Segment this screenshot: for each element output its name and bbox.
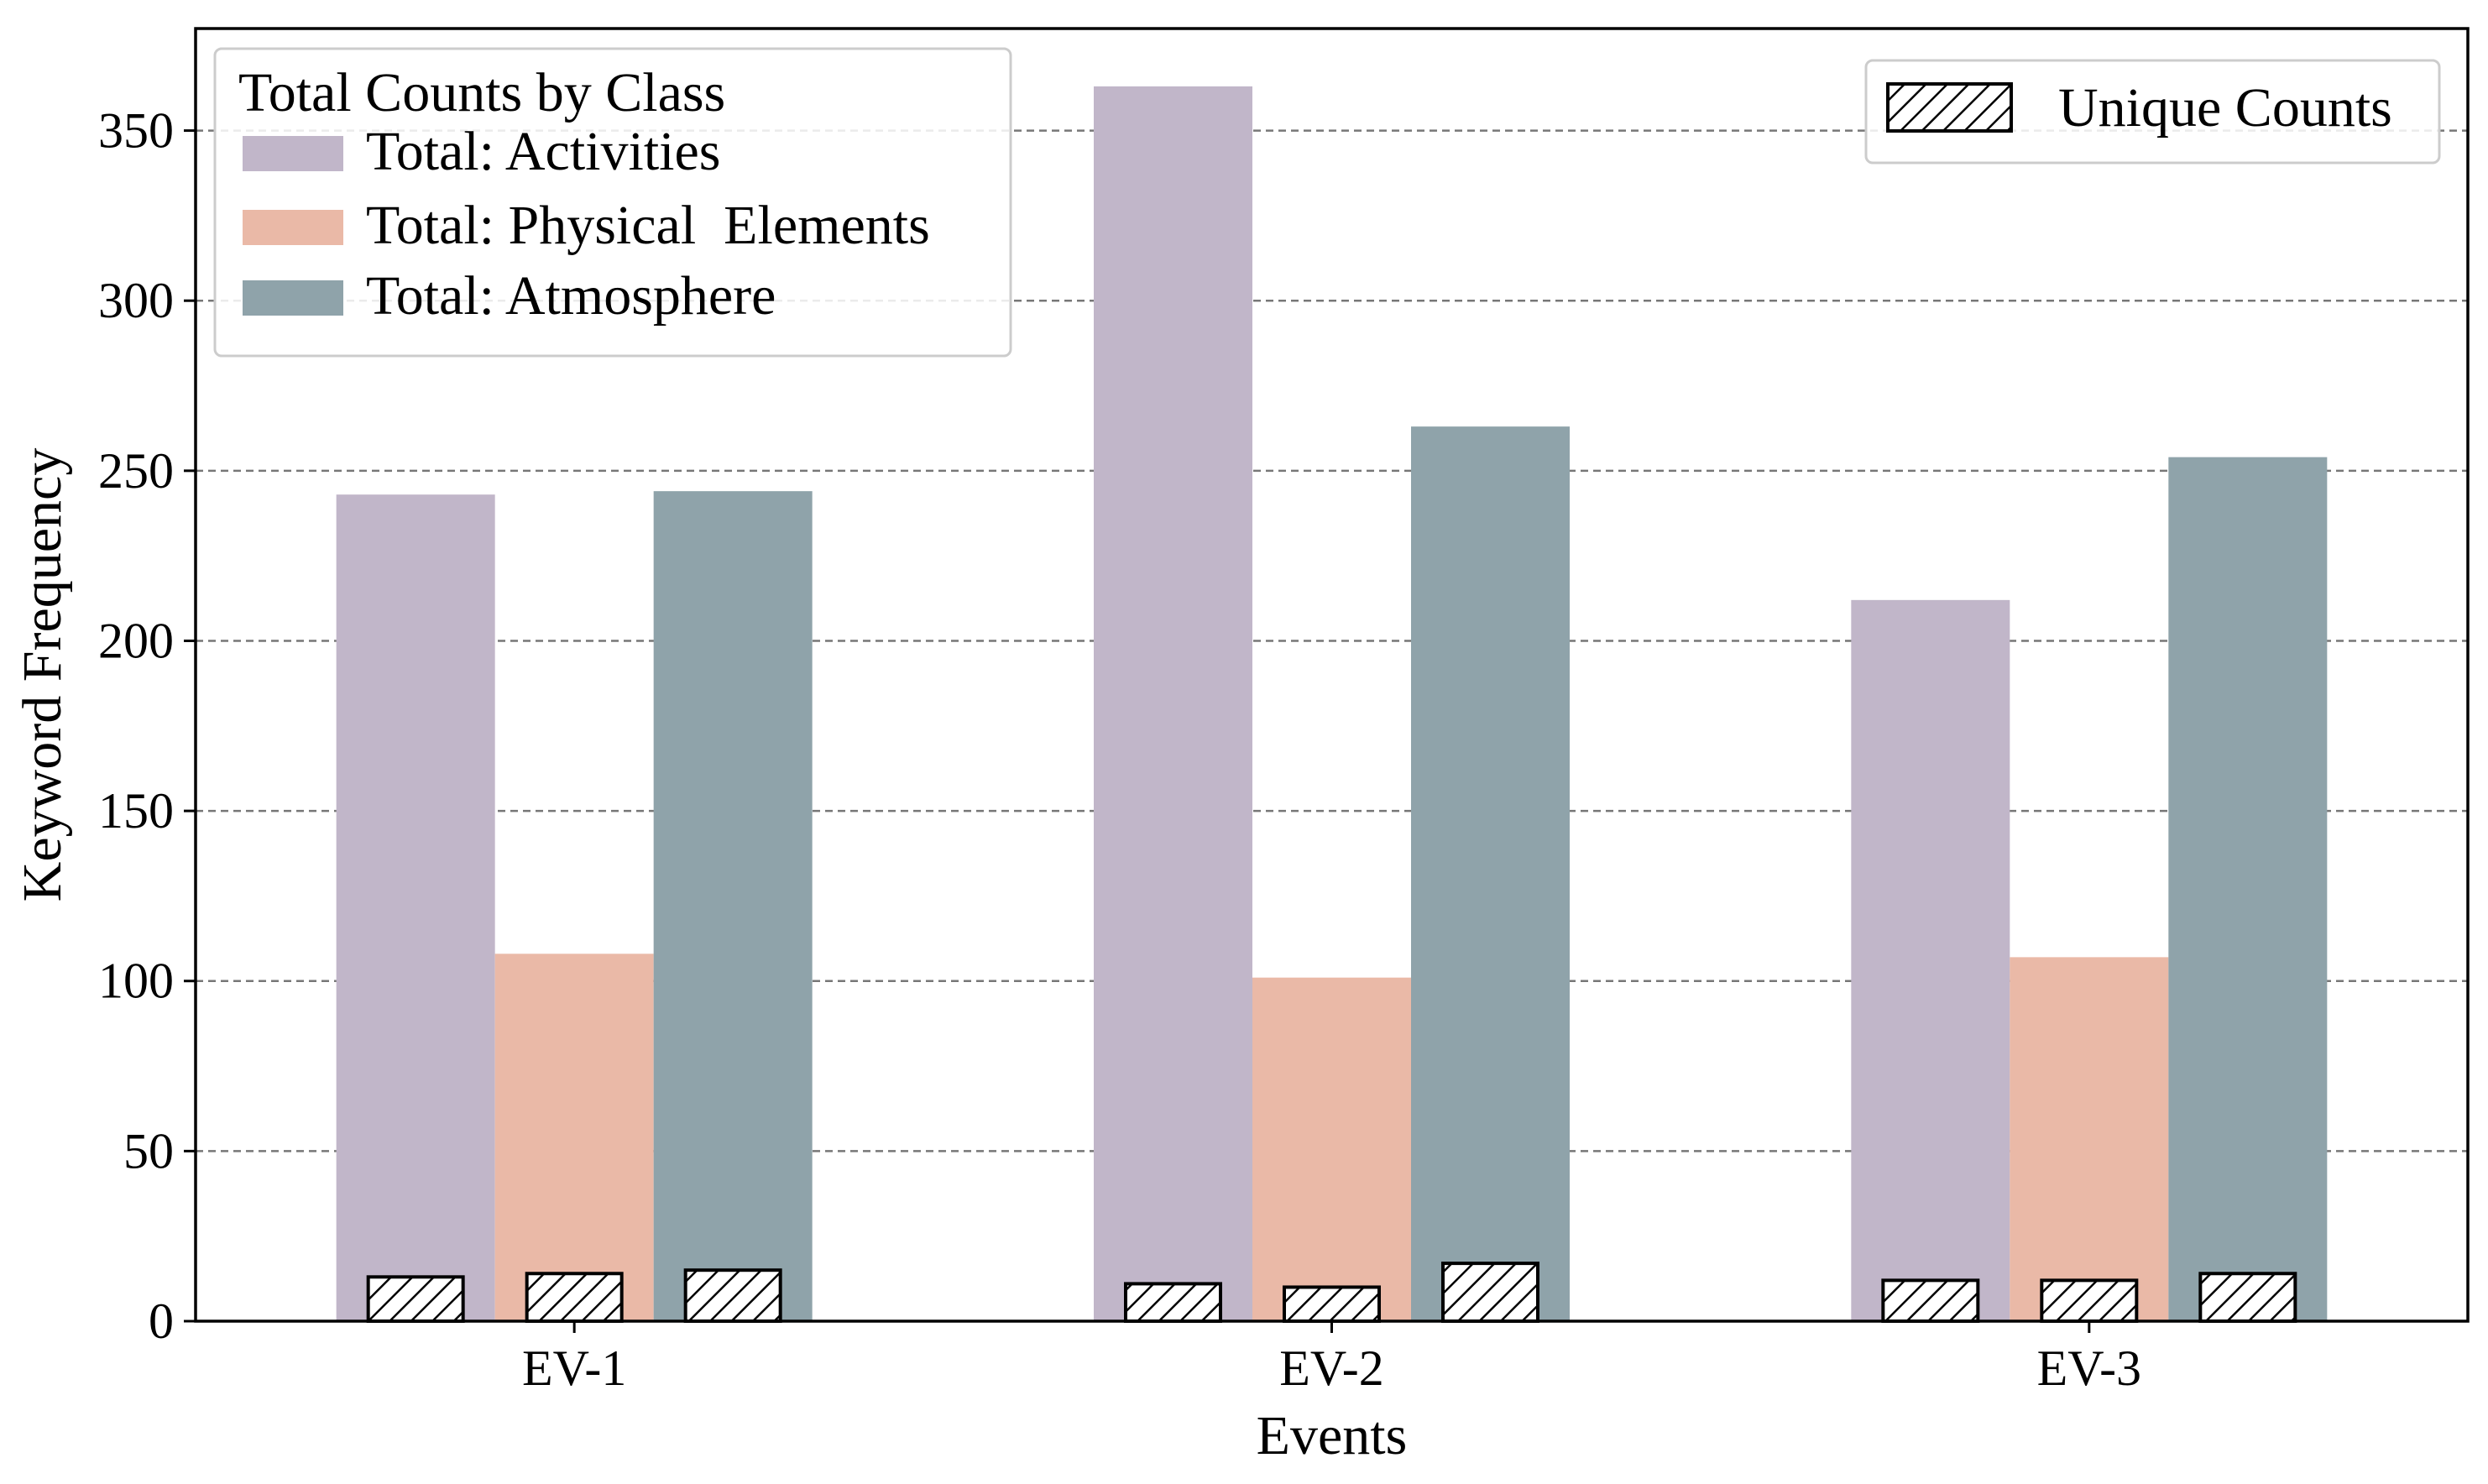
- bar-total-3: [2168, 457, 2328, 1321]
- bar-unique-2: [1283, 1285, 1381, 1323]
- legend-label-3: Total: Atmosphere: [366, 265, 776, 327]
- legend-totals-box: [213, 47, 1012, 358]
- bar-total-2: [1252, 977, 1411, 1321]
- bar-unique-1: [1881, 1278, 1980, 1323]
- plot-frame: [194, 27, 2470, 1323]
- bar-unique-1: [366, 1275, 465, 1324]
- y-tick-label: 150: [98, 783, 174, 839]
- bar-unique-3: [683, 1268, 782, 1324]
- legend-unique-label: Unique Counts: [2058, 77, 2392, 138]
- bar-total-3: [1411, 426, 1570, 1321]
- bar-total-3: [653, 491, 813, 1321]
- legend-swatch-3: [243, 280, 343, 316]
- bars: [336, 86, 2328, 1324]
- bar-total-2: [494, 954, 654, 1321]
- x-tick-label: EV-1: [522, 1340, 626, 1396]
- y-tick-label: 100: [98, 954, 174, 1009]
- y-tick-label: 50: [123, 1123, 174, 1178]
- legend-totals-title: Total Counts by Class: [238, 62, 725, 123]
- bar-total-2: [2010, 957, 2169, 1321]
- bar-unique-2: [2040, 1278, 2139, 1323]
- y-tick-label: 300: [98, 273, 174, 328]
- y-tick-label: 250: [98, 443, 174, 499]
- legend-label-1: Total: Activities: [366, 121, 721, 182]
- legend-unique-swatch: [1886, 82, 2013, 133]
- legend-swatch-1: [243, 136, 343, 171]
- bar-unique-3: [1441, 1262, 1539, 1323]
- legend-swatch-2: [243, 210, 343, 245]
- bar-total-1: [1851, 599, 2010, 1321]
- axes: 0 50 100 150 200 250 300 350 EV-1 EV-2 EV-3 Events K…: [12, 27, 2470, 1466]
- bar-total-1: [1094, 86, 1252, 1321]
- bar-unique-2: [525, 1272, 624, 1324]
- bar-unique-1: [1124, 1282, 1222, 1323]
- y-tick-label: 0: [149, 1293, 174, 1349]
- legend-label-2: Total: Physical Elements: [366, 195, 930, 256]
- x-tick-label: EV-3: [2037, 1340, 2141, 1396]
- x-axis-label: Events: [1257, 1405, 1408, 1466]
- y-tick-label: 200: [98, 613, 174, 668]
- x-tick-label: EV-2: [1279, 1340, 1383, 1396]
- bar-total-1: [336, 494, 495, 1321]
- bar-unique-3: [2198, 1272, 2297, 1324]
- y-axis-label: Keyword Frequency: [12, 448, 73, 902]
- y-tick-label: 350: [98, 103, 174, 159]
